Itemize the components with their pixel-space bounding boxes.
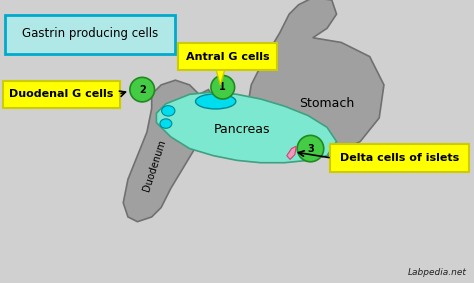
Ellipse shape: [195, 94, 236, 109]
Circle shape: [211, 76, 235, 99]
Text: Duodenal G cells: Duodenal G cells: [9, 89, 114, 99]
Text: Duodenum: Duodenum: [141, 138, 167, 192]
Text: Labpedia.net: Labpedia.net: [408, 268, 467, 277]
Text: Stomach: Stomach: [300, 97, 355, 110]
Ellipse shape: [162, 106, 175, 116]
FancyBboxPatch shape: [178, 43, 277, 70]
Polygon shape: [216, 68, 225, 85]
FancyBboxPatch shape: [330, 144, 469, 172]
Polygon shape: [123, 80, 213, 222]
Text: Delta cells of islets: Delta cells of islets: [340, 153, 459, 163]
Text: Pancreas: Pancreas: [213, 123, 270, 136]
Circle shape: [297, 135, 324, 162]
Polygon shape: [246, 0, 384, 156]
Ellipse shape: [160, 119, 172, 128]
Text: 1: 1: [219, 82, 226, 92]
Text: Antral G cells: Antral G cells: [186, 52, 269, 62]
FancyBboxPatch shape: [5, 15, 175, 54]
Polygon shape: [156, 92, 337, 163]
FancyBboxPatch shape: [3, 81, 120, 108]
Text: 2: 2: [139, 85, 146, 95]
Polygon shape: [287, 146, 296, 159]
Circle shape: [130, 77, 155, 102]
Text: Gastrin producing cells: Gastrin producing cells: [22, 27, 158, 40]
Text: 3: 3: [307, 143, 314, 154]
